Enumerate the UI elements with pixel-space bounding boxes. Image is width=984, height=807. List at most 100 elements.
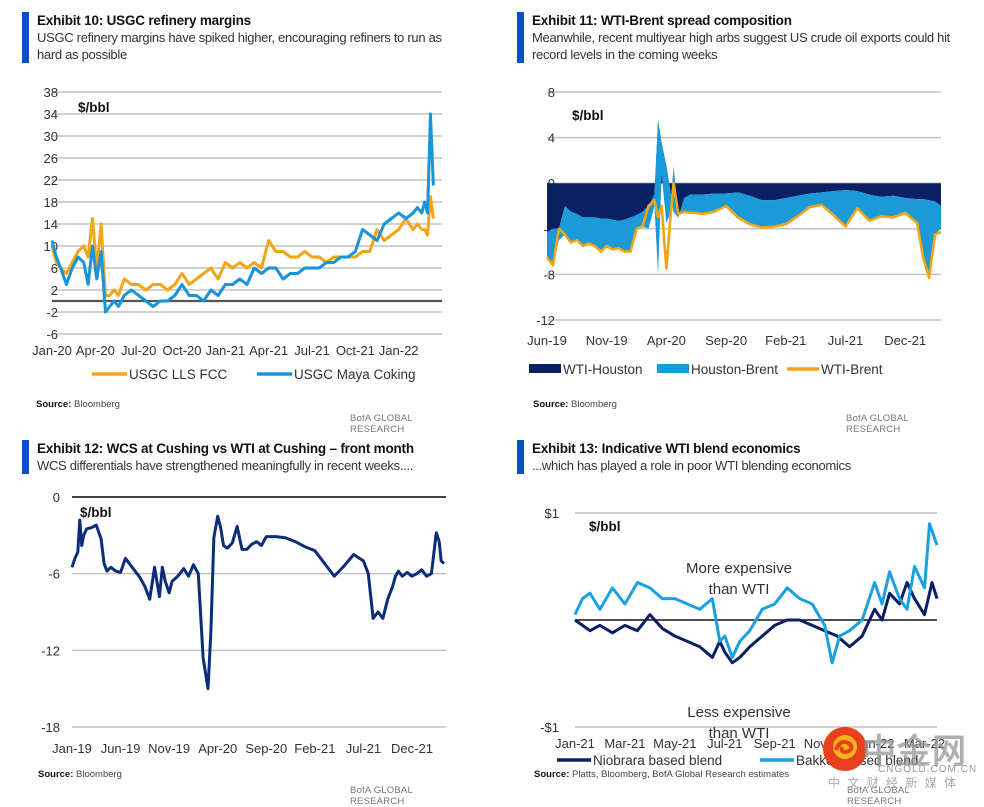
exhibit-13-title: Exhibit 13: Indicative WTI blend economi… — [532, 441, 801, 456]
exhibit-13-header: Exhibit 13: Indicative WTI blend economi… — [517, 440, 952, 474]
source-label: Source: — [534, 769, 570, 780]
legend-label-wti-brent: WTI-Brent — [821, 362, 883, 377]
exhibit-12-subtitle: WCS differentials have strengthened mean… — [37, 458, 414, 473]
y-tick-label: 6 — [51, 261, 58, 276]
x-tick-label: Apr-20 — [647, 333, 686, 348]
series-line-wti-brent — [545, 181, 942, 280]
y-tick-label: -$1 — [540, 720, 559, 735]
x-tick-label: Jul-20 — [121, 343, 156, 358]
source-text: Bloomberg — [571, 399, 617, 410]
x-tick-label: Nov-19 — [586, 333, 628, 348]
x-tick-label: Jun-19 — [101, 741, 141, 756]
y-tick-label: -12 — [536, 313, 555, 328]
source-text: Bloomberg — [74, 399, 120, 410]
unit-label: $/bbl — [78, 100, 110, 115]
x-tick-label: Jun-19 — [527, 333, 567, 348]
x-tick-label: May-21 — [653, 736, 696, 751]
unit-label: $/bbl — [572, 108, 604, 123]
y-tick-label: 30 — [44, 129, 58, 144]
y-tick-label: -12 — [41, 643, 60, 658]
exhibit-11-source: Source: Bloomberg — [533, 399, 617, 410]
x-tick-label: Apr-20 — [198, 741, 237, 756]
exhibit-13-subtitle: ...which has played a role in poor WTI b… — [532, 458, 851, 473]
exhibit-12-source: Source: Bloomberg — [38, 769, 122, 780]
exhibit-11-subtitle: Meanwhile, recent multiyear high arbs su… — [532, 30, 950, 62]
exhibit-12-title: Exhibit 12: WCS at Cushing vs WTI at Cus… — [37, 441, 414, 456]
exhibit-10-title: Exhibit 10: USGC refinery margins — [37, 13, 251, 28]
series-line-niobrara-based-blend — [574, 581, 939, 665]
exhibit-10-subtitle: USGC refinery margins have spiked higher… — [37, 30, 442, 62]
y-tick-label: 34 — [44, 107, 58, 122]
exhibit-12-panel: Exhibit 12: WCS at Cushing vs WTI at Cus… — [22, 440, 462, 807]
annotation-less-expensive: Less expensive — [687, 704, 790, 721]
x-tick-label: Jan-22 — [379, 343, 419, 358]
y-tick-label: -6 — [48, 567, 60, 582]
source-label: Source: — [36, 399, 72, 410]
x-tick-label: Nov-19 — [148, 741, 190, 756]
unit-label: $/bbl — [80, 505, 112, 520]
y-tick-label: -18 — [41, 720, 60, 735]
cngold-watermark: 中金网 CNGOLD.COM.CN 中 文 财 经 新 媒 体 — [822, 726, 982, 800]
y-tick-label: -2 — [46, 305, 58, 320]
exhibit-13-source: Source: Platts, Bloomberg, BofA Global R… — [534, 769, 789, 780]
exhibit-10-source: Source: Bloomberg — [36, 399, 120, 410]
exhibit-11-credit: BofA GLOBAL RESEARCH — [846, 413, 909, 435]
x-tick-label: Jan-19 — [52, 741, 92, 756]
y-tick-label: 2 — [51, 283, 58, 298]
x-tick-label: Jan-21 — [555, 736, 595, 751]
cngold-tagline: 中 文 财 经 新 媒 体 — [828, 776, 959, 790]
legend-label-usgc-maya-coking: USGC Maya Coking — [294, 367, 416, 382]
exhibit-10-header: Exhibit 10: USGC refinery margins USGC r… — [22, 12, 457, 63]
exhibit-11-title: Exhibit 11: WTI-Brent spread composition — [532, 13, 792, 28]
exhibit-11-panel: Exhibit 11: WTI-Brent spread composition… — [517, 12, 957, 435]
cngold-logo-icon — [823, 727, 867, 771]
x-tick-label: Apr-20 — [76, 343, 115, 358]
y-tick-label: 22 — [44, 173, 58, 188]
y-tick-label: 0 — [53, 490, 60, 505]
source-text: Bloomberg — [76, 769, 122, 780]
x-tick-label: Jan-21 — [205, 343, 245, 358]
x-tick-label: Feb-21 — [765, 333, 806, 348]
exhibit-11-chart: 840-4-8-12Jun-19Nov-19Apr-20Sep-20Feb-21… — [527, 85, 942, 377]
legend-label-niobrara-based-blend: Niobrara based blend — [593, 753, 722, 768]
legend-label-wti-houston: WTI-Houston — [563, 362, 643, 377]
series-line-bakken-based-blend — [573, 522, 939, 665]
exhibit-12-header: Exhibit 12: WCS at Cushing vs WTI at Cus… — [22, 440, 457, 474]
series-line-wcs-wti — [70, 514, 446, 691]
y-tick-label: -8 — [543, 267, 555, 282]
y-tick-label: 8 — [548, 85, 555, 100]
source-label: Source: — [533, 399, 569, 410]
legend-swatch-houston-brent — [657, 364, 689, 373]
y-tick-label: 38 — [44, 85, 58, 100]
y-tick-label: 14 — [44, 217, 58, 232]
series-area-houston-brent — [547, 120, 941, 278]
x-tick-label: Mar-21 — [604, 736, 645, 751]
exhibit-12-credit: BofA GLOBAL RESEARCH — [350, 785, 413, 807]
x-tick-label: Jan-20 — [32, 343, 72, 358]
exhibit-10-panel: Exhibit 10: USGC refinery margins USGC r… — [22, 12, 462, 435]
y-tick-label: $1 — [545, 506, 559, 521]
x-tick-label: Jul-21 — [707, 736, 742, 751]
annotation-more-expensive: than WTI — [709, 581, 770, 598]
exhibit-12-chart: 0 -6 -12 -18 Jan-19 Jun-19 Nov-19 Apr-20 Sep-20 F… — [41, 490, 446, 756]
y-tick-label: 26 — [44, 151, 58, 166]
x-tick-label: Sep-21 — [754, 736, 796, 751]
x-tick-label: Jul-21 — [346, 741, 381, 756]
x-tick-label: Apr-21 — [249, 343, 288, 358]
cngold-brand: 中金网 — [862, 733, 967, 771]
annotation-less-expensive: than WTI — [709, 725, 770, 742]
x-tick-label: Dec-21 — [391, 741, 433, 756]
source-text: Platts, Bloomberg, BofA Global Research … — [572, 769, 790, 780]
source-label: Source: — [38, 769, 74, 780]
exhibit-11-header: Exhibit 11: WTI-Brent spread composition… — [517, 12, 972, 63]
x-tick-label: Dec-21 — [884, 333, 926, 348]
legend-label-usgc-lls-fcc: USGC LLS FCC — [129, 367, 228, 382]
x-tick-label: Mar-22 — [904, 736, 945, 751]
x-tick-label: Sep-20 — [245, 741, 287, 756]
legend-label-houston-brent: Houston-Brent — [691, 362, 778, 377]
x-tick-label: Oct-21 — [336, 343, 375, 358]
series-line-usgc-lls-fcc — [50, 195, 435, 297]
cngold-domain: CNGOLD.COM.CN — [878, 764, 978, 775]
annotation-more-expensive: More expensive — [686, 560, 792, 577]
